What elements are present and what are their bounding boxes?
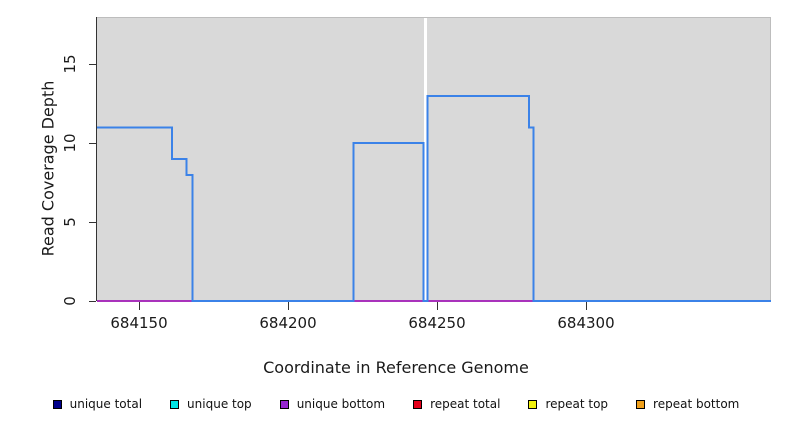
panel-data-gap	[423, 18, 427, 301]
legend-swatch-icon	[279, 400, 289, 409]
legend-item-repeat-bottom[interactable]: repeat bottom	[636, 398, 739, 411]
y-axis-title: Read Coverage Depth	[38, 80, 58, 257]
x-tick-684200	[288, 302, 289, 310]
legend-label: repeat bottom	[653, 397, 740, 411]
legend-label: repeat top	[545, 397, 609, 411]
legend-item-unique-bottom[interactable]: unique bottom	[279, 397, 386, 411]
legend-label: repeat total	[430, 397, 501, 411]
legend-swatch-icon	[52, 400, 62, 409]
legend: unique total unique top unique bottom repea…	[0, 398, 792, 411]
x-tick-684300	[586, 302, 587, 310]
legend-item-unique-top[interactable]: unique top	[170, 398, 252, 411]
plot-panel	[97, 17, 771, 301]
legend-swatch-icon	[170, 400, 180, 409]
x-tick-684150	[139, 302, 140, 310]
legend-item-unique-total[interactable]: unique total	[52, 397, 143, 411]
legend-swatch-icon	[528, 400, 538, 409]
x-tick-label-684250: 684250	[408, 314, 466, 332]
x-tick-label-684300: 684300	[557, 314, 615, 332]
x-tick-label-684200: 684200	[259, 314, 317, 332]
legend-label: unique top	[187, 397, 252, 411]
legend-label: unique total	[69, 397, 143, 411]
y-tick-15	[89, 64, 96, 65]
legend-item-repeat-top[interactable]: repeat top	[528, 398, 608, 411]
y-tick-5	[89, 222, 96, 223]
x-tick-label-684150: 684150	[110, 314, 168, 332]
legend-swatch-icon	[636, 400, 646, 409]
x-axis-title: Coordinate in Reference Genome	[263, 358, 529, 377]
x-tick-684250	[437, 302, 438, 310]
y-tick-label-5: 5	[61, 217, 79, 227]
y-tick-label-10: 10	[61, 133, 79, 153]
y-tick-label-0: 0	[61, 296, 79, 306]
legend-item-repeat-total[interactable]: repeat total	[413, 398, 500, 411]
legend-label: unique bottom	[296, 397, 386, 411]
y-axis-line	[96, 17, 97, 301]
y-tick-10	[89, 143, 96, 144]
y-tick-label-15: 15	[61, 54, 79, 74]
y-tick-0	[89, 301, 96, 302]
legend-swatch-icon	[413, 400, 423, 409]
